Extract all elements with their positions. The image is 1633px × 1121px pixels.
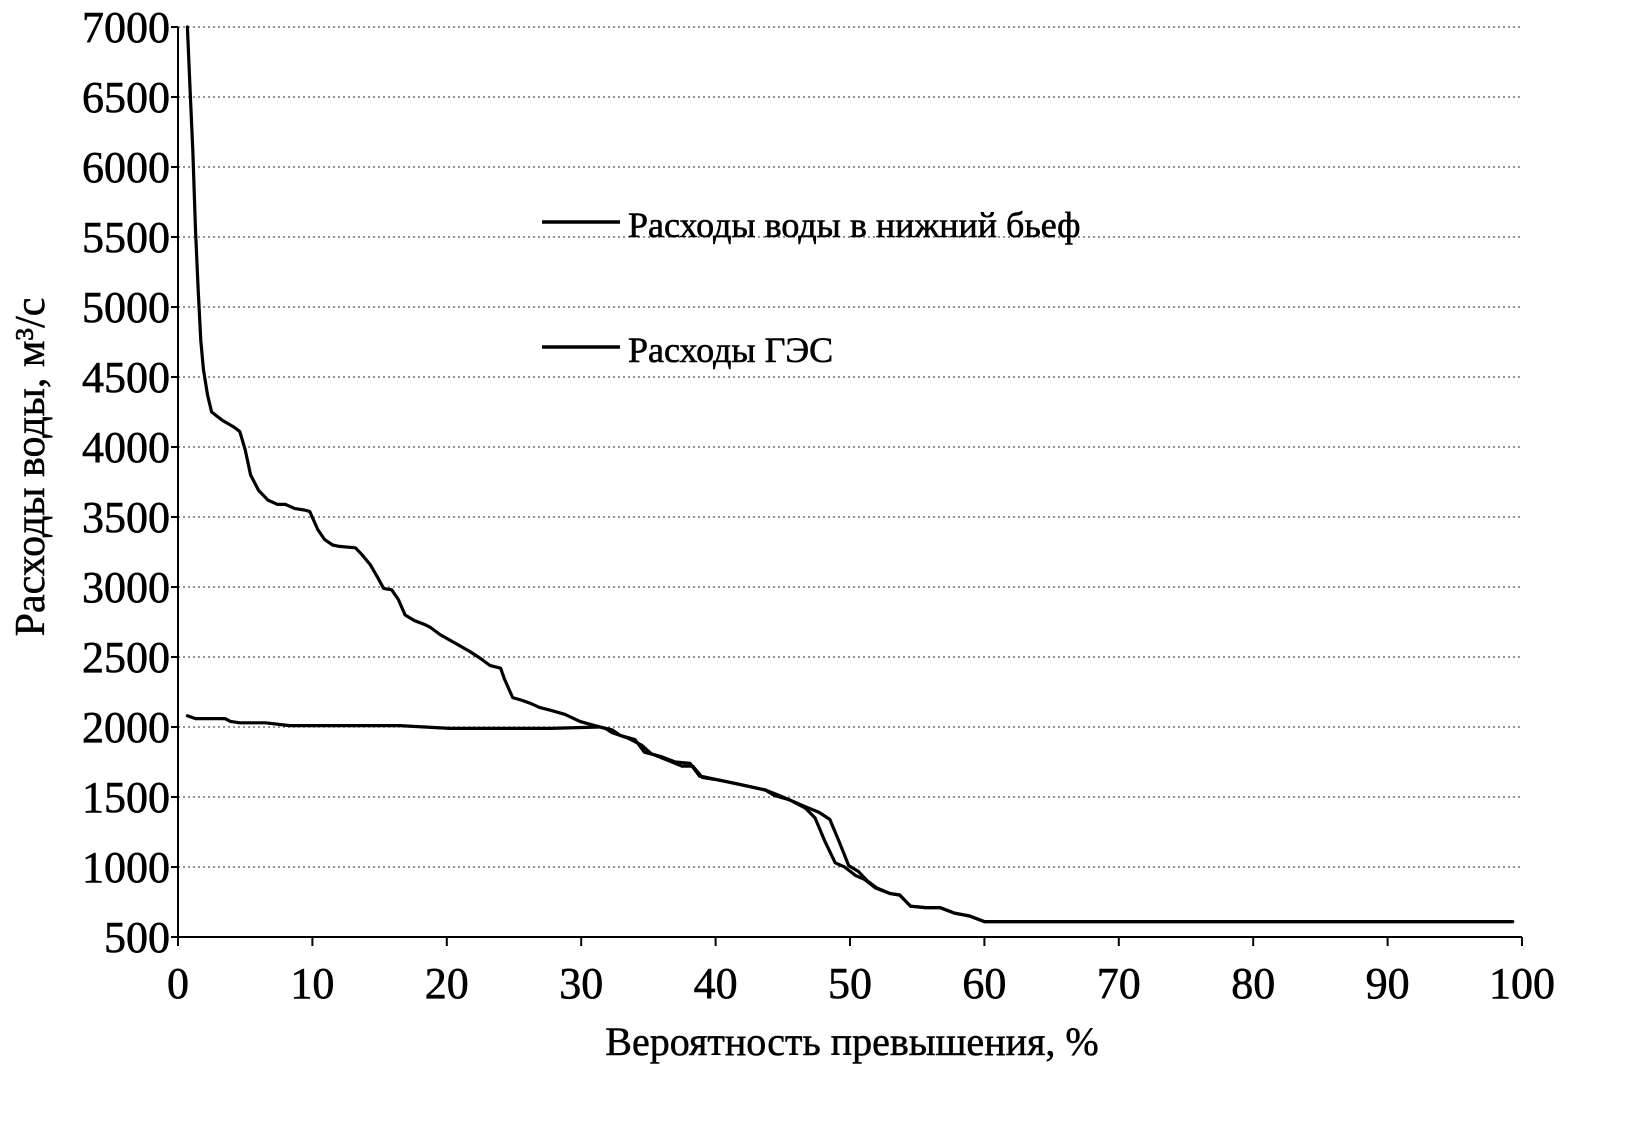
gridlines — [178, 26, 1522, 868]
x-tick-label: 10 — [290, 959, 334, 1008]
x-tick-label: 70 — [1097, 959, 1141, 1008]
y-tick-label: 500 — [104, 913, 170, 962]
y-tick-label: 1500 — [82, 773, 170, 822]
y-tick-label: 7000 — [82, 3, 170, 52]
y-tick-label: 5000 — [82, 283, 170, 332]
y-tick-label: 2500 — [82, 633, 170, 682]
y-axis-ticks: 500 1000 1500 2000 2500 3000 3500 4000 4500 5000 5… — [82, 3, 178, 962]
y-tick-label: 2000 — [82, 703, 170, 752]
x-tick-label: 30 — [559, 959, 603, 1008]
y-tick-label: 6000 — [82, 143, 170, 192]
x-axis-ticks: 0 10 20 30 40 50 60 70 80 90 100 — [167, 937, 1555, 1008]
x-axis-title: Вероятность превышения, % — [605, 1019, 1098, 1064]
x-tick-label: 0 — [167, 959, 189, 1008]
x-tick-label: 60 — [962, 959, 1006, 1008]
series-lines — [185, 25, 1515, 924]
x-tick-label: 50 — [828, 959, 872, 1008]
x-tick-label: 80 — [1231, 959, 1275, 1008]
y-tick-label: 4500 — [82, 353, 170, 402]
y-tick-label: 1000 — [82, 843, 170, 892]
legend-label-downstream: Расходы воды в нижний бьеф — [628, 205, 1081, 245]
x-tick-label: 90 — [1366, 959, 1410, 1008]
y-tick-label: 3500 — [82, 493, 170, 542]
x-tick-label: 20 — [425, 959, 469, 1008]
legend-label-hpp: Расходы ГЭС — [628, 330, 833, 370]
y-tick-label: 4000 — [82, 423, 170, 472]
legend: Расходы воды в нижний бьеф Расходы ГЭС — [542, 205, 1081, 370]
y-tick-label: 5500 — [82, 213, 170, 262]
x-tick-label: 40 — [694, 959, 738, 1008]
x-tick-label: 100 — [1489, 959, 1555, 1008]
y-tick-label: 3000 — [82, 563, 170, 612]
y-axis-title: Расходы воды, м³/с — [8, 298, 54, 637]
series-line-2 — [185, 714, 1515, 924]
y-tick-label: 6500 — [82, 73, 170, 122]
